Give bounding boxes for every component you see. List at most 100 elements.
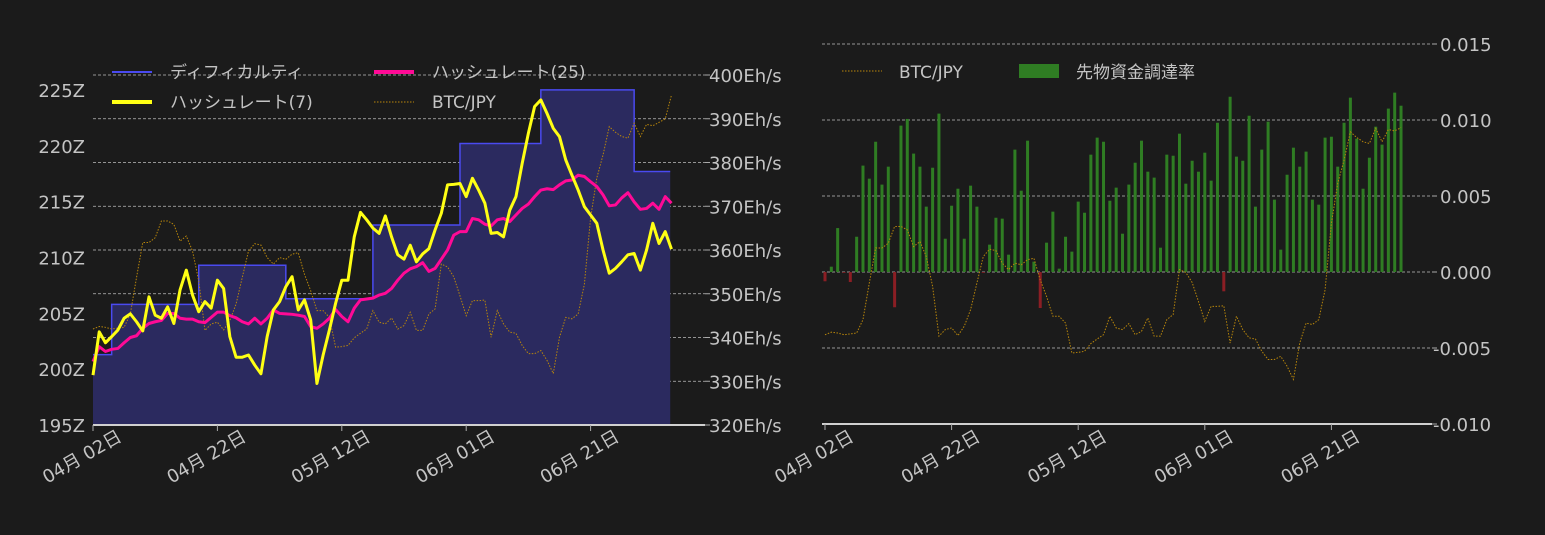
funding-rate-bar [1234, 156, 1238, 272]
funding-rate-bar [1291, 147, 1295, 272]
funding-rate-bar [956, 188, 960, 272]
funding-rate-bar [1380, 144, 1384, 272]
x-axis-tick-label: 04月 02日 [771, 426, 857, 488]
right-axis-tick-label: 400Eh/s [709, 66, 782, 87]
funding-rate-bar [1386, 108, 1390, 272]
left-axis-tick-label: 195Z [38, 416, 85, 437]
funding-rate-bar [969, 185, 973, 272]
legend-label-btc-jpy: BTC/JPY [432, 93, 497, 113]
x-axis-tick-label: 06月 01日 [1151, 426, 1237, 488]
right-axis-tick-label: 350Eh/s [709, 285, 782, 306]
legend-label-hashrate25: ハッシュレート(25) [432, 63, 586, 83]
funding-rate-bar [1076, 201, 1080, 272]
left-axis-tick-label: 205Z [38, 304, 85, 325]
funding-rate-bar [1102, 141, 1106, 272]
funding-rate-bar [1336, 166, 1340, 272]
funding-rate-bar [1260, 149, 1264, 272]
funding-rate-bar [931, 167, 935, 272]
funding-rate-bar [1184, 183, 1188, 272]
funding-rate-bar [1329, 136, 1333, 272]
funding-rate-bar [836, 228, 840, 272]
funding-rate-bar [855, 236, 859, 272]
funding-rate-bar [848, 272, 852, 283]
funding-rate-bar [1355, 138, 1359, 272]
funding-rate-bar [899, 125, 903, 273]
funding-rate-bar [1285, 174, 1289, 272]
funding-rate-bar [861, 165, 865, 272]
funding-rate-bar [1241, 160, 1245, 272]
funding-rate-bar [1019, 190, 1023, 272]
funding-rate-bar [1323, 137, 1327, 272]
funding-rate-bar [1000, 218, 1004, 272]
left-axis-tick-label: 200Z [38, 360, 85, 381]
funding-rate-bar [1203, 152, 1207, 272]
funding-rate-bar [1127, 184, 1131, 272]
funding-rate-bar [1196, 171, 1200, 272]
funding-rate-bar [1317, 204, 1321, 272]
funding-rate-bar [867, 178, 871, 272]
funding-rate-bar [1051, 211, 1055, 272]
hashrate25-line [91, 173, 673, 363]
right-axis-tick-label: 0.010 [1440, 111, 1492, 132]
funding-rate-bar [1038, 272, 1042, 309]
right-axis-tick-label: 380Eh/s [709, 154, 782, 175]
funding-rate-bar [886, 166, 890, 272]
funding-rate-bar [1013, 149, 1017, 272]
right-axis-tick-label: -0.010 [1433, 415, 1491, 436]
right-legend: BTC/JPY 先物資金調達率 [842, 63, 1195, 83]
funding-rate-bar [988, 244, 992, 272]
right-chart: -0.010 -0.005 0.000 0.005 0.010 0.015 04月 02日 0… [771, 35, 1491, 488]
right-axis-tick-label: 360Eh/s [709, 241, 782, 262]
funding-rate-bar [823, 272, 827, 282]
difficulty-area [93, 89, 671, 426]
funding-rate-bar [1089, 154, 1093, 272]
x-axis-tick-label: 05月 12日 [1024, 426, 1110, 488]
funding-rate-bar [1133, 162, 1137, 272]
x-axis-tick-label: 04月 22日 [163, 426, 249, 488]
funding-rate-bar [1146, 171, 1150, 272]
left-axis-tick-label: 215Z [38, 193, 85, 214]
right-axis-tick-label: 320Eh/s [709, 416, 782, 437]
right-axis-tick-label: 0.015 [1440, 35, 1492, 56]
funding-rate-bar [1114, 187, 1118, 272]
funding-rate-bar [1361, 188, 1365, 272]
funding-rate-bar [1190, 160, 1194, 272]
funding-rate-bar [1152, 177, 1156, 272]
funding-rate-bar [1083, 212, 1087, 272]
funding-rate-bar [1057, 268, 1061, 272]
difficulty-line [93, 89, 671, 356]
funding-rate-bar [1209, 180, 1213, 272]
funding-rate-bar [880, 184, 884, 272]
btc-jpy-line [92, 94, 672, 376]
funding-rate-bar [893, 272, 897, 308]
funding-rate-bar [918, 166, 922, 272]
funding-rate-bar [1026, 140, 1030, 272]
legend-label-funding-rate: 先物資金調達率 [1076, 63, 1195, 83]
legend-label-btc-jpy: BTC/JPY [899, 63, 964, 83]
funding-rate-bar [1310, 199, 1314, 272]
funding-rate-bar [1064, 236, 1068, 272]
funding-rate-bar [937, 113, 941, 272]
funding-rate-bar [1279, 249, 1283, 272]
left-axis-tick-label: 220Z [38, 137, 85, 158]
funding-rate-bar [1399, 105, 1403, 272]
right-axis-tick-label: 0.000 [1440, 263, 1492, 284]
funding-rate-bar [1247, 115, 1251, 272]
left-legend: ディフィカルティ ハッシュレート(25) ハッシュレート(7) BTC/JPY [112, 62, 586, 113]
funding-rate-bar [912, 153, 916, 272]
left-axis-tick-label: 225Z [38, 81, 85, 102]
right-axis-tick-label: 330Eh/s [709, 372, 782, 393]
funding-rate-bar [1298, 166, 1302, 272]
funding-rate-bar [1108, 200, 1112, 272]
funding-rate-bar [1228, 96, 1232, 272]
funding-rate-bar [981, 272, 985, 273]
funding-rate-bar [975, 206, 979, 272]
right-axis-tick-label: 340Eh/s [709, 329, 782, 350]
btc-jpy-line [824, 127, 1402, 381]
x-axis-tick-label: 04月 22日 [898, 426, 984, 488]
funding-rate-bar [829, 266, 833, 272]
right-axis-tick-label: 0.005 [1440, 187, 1492, 208]
funding-rate-bar [994, 217, 998, 272]
funding-rate-bar [1272, 199, 1276, 272]
